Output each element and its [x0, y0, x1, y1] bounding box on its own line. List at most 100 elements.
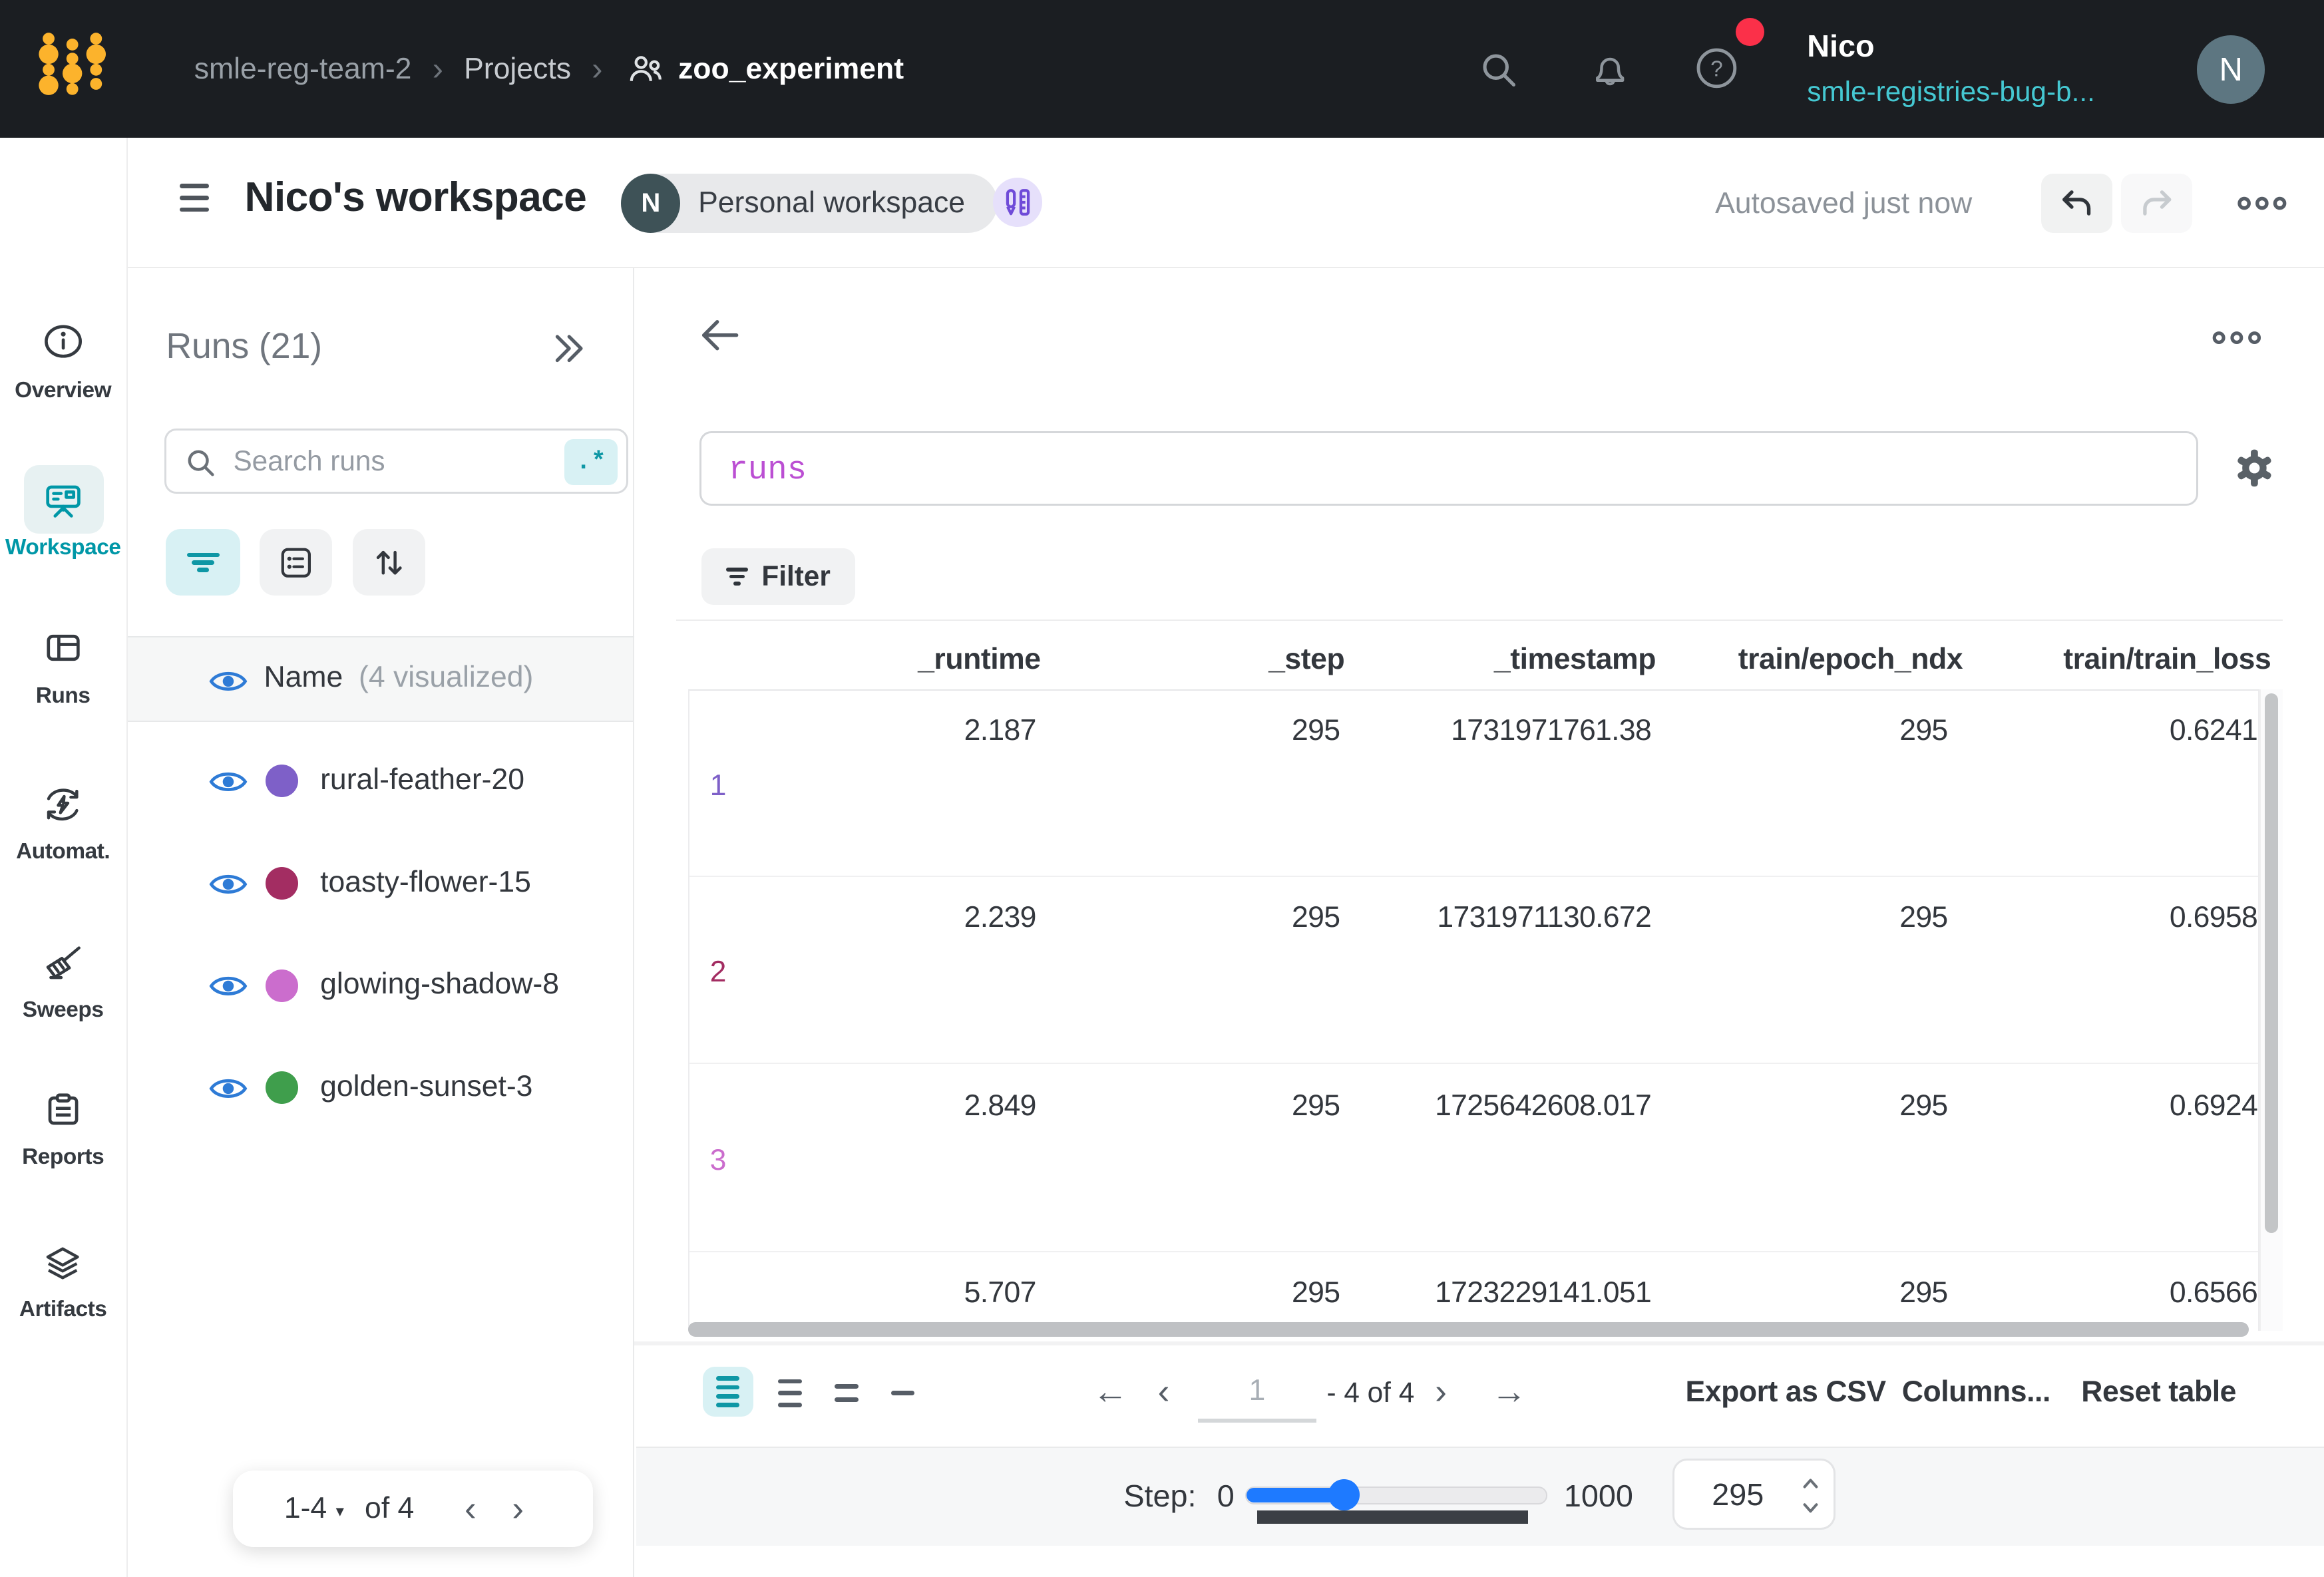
- horizontal-scrollbar[interactable]: [687, 1321, 2249, 1337]
- sidebar-item-runs[interactable]: Runs: [0, 628, 126, 708]
- undo-button[interactable]: [2041, 173, 2113, 233]
- table-row[interactable]: 4 5.707 295 1723229141.051 295 0.6566: [689, 1252, 2258, 1331]
- cell-timestamp: 1725642608.017: [1435, 1089, 1652, 1122]
- header-overflow-menu-icon[interactable]: [2237, 193, 2287, 214]
- table-body: 1 2.187 295 1731971761.38 295 0.6241 2 2…: [687, 689, 2259, 1331]
- next-page-icon[interactable]: ›: [512, 1489, 524, 1528]
- sidebar-item-label: Overview: [15, 377, 112, 403]
- vertical-scrollbar[interactable]: [2265, 693, 2279, 1234]
- filter-runs-button[interactable]: [166, 529, 240, 596]
- workspace-settings-icon[interactable]: [993, 178, 1042, 227]
- bell-icon[interactable]: [1589, 49, 1631, 90]
- row-height-xl-button[interactable]: [702, 1366, 753, 1417]
- panel-menu-icon[interactable]: [179, 184, 210, 219]
- step-slider-handle[interactable]: [1328, 1479, 1360, 1510]
- breadcrumb-separator: ›: [592, 51, 603, 87]
- panel-overflow-menu-icon[interactable]: [2212, 327, 2262, 348]
- search-runs-input[interactable]: Search runs .*: [164, 428, 629, 494]
- row-height-md-button[interactable]: [830, 1375, 863, 1411]
- export-csv-button[interactable]: Export as CSV: [1685, 1375, 1887, 1409]
- step-min-value: 0: [1217, 1478, 1235, 1513]
- runs-page-of: of 4: [365, 1492, 415, 1525]
- run-list-item[interactable]: glowing-shadow-8: [128, 934, 634, 1036]
- column-header[interactable]: _runtime: [918, 642, 1041, 675]
- user-team-link[interactable]: smle-registries-bug-b...: [1807, 75, 2095, 107]
- help-icon[interactable]: ?: [1694, 46, 1739, 90]
- prev-page-button[interactable]: ‹: [1157, 1372, 1170, 1412]
- wandb-logo-icon[interactable]: [35, 25, 109, 102]
- column-header[interactable]: train/train_loss: [2063, 642, 2271, 675]
- divider: [634, 1341, 2324, 1346]
- cell-runtime: 2.239: [964, 901, 1037, 934]
- reset-table-button[interactable]: Reset table: [2081, 1375, 2236, 1409]
- workspace-owner-badge[interactable]: N Personal workspace: [621, 173, 998, 233]
- column-header[interactable]: _timestamp: [1493, 642, 1656, 675]
- sidebar-item-sweeps[interactable]: Sweeps: [0, 944, 126, 1023]
- search-icon: [188, 450, 214, 476]
- breadcrumb-project[interactable]: zoo_experiment: [678, 52, 904, 85]
- top-nav-bar: smle-reg-team-2 › Projects › zoo_experim…: [0, 0, 2324, 138]
- runs-page-range[interactable]: 1-4: [284, 1492, 327, 1525]
- first-page-button[interactable]: ←: [1092, 1372, 1129, 1412]
- step-value: 295: [1712, 1477, 1764, 1512]
- table-row[interactable]: 3 2.849 295 1725642608.017 295 0.6924: [689, 1065, 2258, 1252]
- team-icon: [630, 55, 662, 81]
- run-list-item[interactable]: rural-feather-20: [128, 729, 634, 832]
- run-list-item[interactable]: golden-sunset-3: [128, 1036, 634, 1139]
- table-row[interactable]: 2 2.239 295 1731971130.672 295 0.6958: [689, 877, 2258, 1065]
- notification-badge: [1736, 17, 1764, 47]
- run-list-item[interactable]: toasty-flower-15: [128, 832, 634, 934]
- step-value-input[interactable]: 295: [1672, 1458, 1836, 1530]
- visibility-eye-icon[interactable]: [209, 973, 248, 999]
- reports-clipboard-icon: [48, 1093, 79, 1125]
- filter-button-label: Filter: [761, 560, 831, 592]
- search-icon[interactable]: [1478, 49, 1519, 90]
- user-name[interactable]: Nico: [1807, 29, 1875, 64]
- owner-avatar: N: [621, 173, 681, 233]
- sidebar-item-overview[interactable]: Overview: [0, 321, 126, 403]
- step-slider-tooltip-bar: [1257, 1510, 1529, 1524]
- sort-runs-button[interactable]: [353, 529, 426, 596]
- visibility-eye-icon[interactable]: [209, 769, 248, 794]
- gear-icon[interactable]: [2232, 446, 2277, 490]
- runs-group-header[interactable]: Name (4 visualized): [127, 637, 634, 722]
- sidebar-item-automations[interactable]: Automat.: [0, 784, 126, 864]
- query-expression-input[interactable]: runs: [699, 431, 2199, 506]
- redo-icon: [2143, 190, 2172, 216]
- breadcrumb-projects[interactable]: Projects: [464, 52, 571, 85]
- columns-button[interactable]: Columns...: [1901, 1375, 2051, 1409]
- sidebar-item-artifacts[interactable]: Artifacts: [0, 1244, 126, 1322]
- avatar[interactable]: N: [2197, 35, 2265, 104]
- chevron-down-icon[interactable]: ▾: [335, 1502, 344, 1520]
- group-runs-button[interactable]: [259, 529, 332, 596]
- cell-loss: 0.6566: [2169, 1276, 2258, 1309]
- cell-epoch: 295: [1899, 714, 1948, 747]
- column-header[interactable]: _step: [1268, 642, 1345, 675]
- run-color-dot: [265, 867, 298, 900]
- visibility-eye-icon[interactable]: [209, 1076, 248, 1101]
- column-header[interactable]: train/epoch_ndx: [1738, 642, 1963, 675]
- row-height-lg-button[interactable]: [774, 1373, 807, 1414]
- next-page-button[interactable]: ›: [1435, 1372, 1447, 1412]
- visibility-eye-icon[interactable]: [209, 669, 248, 694]
- regex-toggle-button[interactable]: .*: [564, 439, 618, 486]
- stepper-arrows-icon[interactable]: [1801, 1471, 1820, 1521]
- breadcrumb-team[interactable]: smle-reg-team-2: [194, 52, 412, 85]
- step-slider[interactable]: [1245, 1487, 1548, 1504]
- redo-button[interactable]: [2121, 173, 2193, 233]
- table-row[interactable]: 1 2.187 295 1731971761.38 295 0.6241: [689, 691, 2258, 878]
- visibility-eye-icon[interactable]: [209, 872, 248, 897]
- last-page-button[interactable]: →: [1491, 1372, 1527, 1412]
- back-arrow-icon[interactable]: [699, 317, 741, 353]
- sidebar-item-workspace[interactable]: Workspace: [0, 465, 126, 560]
- table-filter-button[interactable]: Filter: [701, 548, 856, 605]
- run-name: golden-sunset-3: [320, 1070, 533, 1103]
- prev-page-icon[interactable]: ‹: [465, 1489, 477, 1528]
- row-height-sm-button[interactable]: [886, 1375, 919, 1411]
- collapse-panel-icon[interactable]: [548, 331, 587, 366]
- sidebar-item-reports[interactable]: Reports: [0, 1091, 126, 1169]
- page-number-input[interactable]: 1: [1197, 1363, 1316, 1423]
- row-index: 1: [709, 769, 727, 802]
- artifacts-layers-icon: [47, 1247, 80, 1280]
